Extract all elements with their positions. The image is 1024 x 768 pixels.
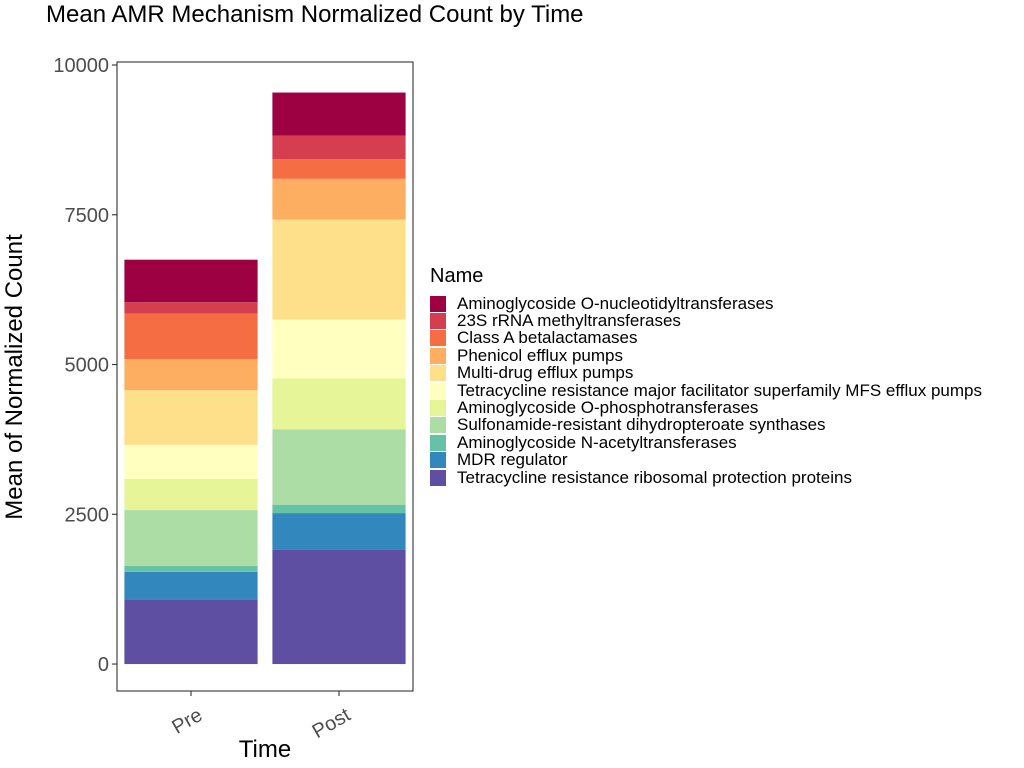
plot-panel-border xyxy=(116,61,414,692)
bar-segment-post-0 xyxy=(272,549,406,665)
bar-segment-pre-5 xyxy=(124,444,258,479)
bar-segment-pre-4 xyxy=(124,478,258,511)
legend-label: Multi-drug efflux pumps xyxy=(457,363,634,383)
bar-segment-pre-10 xyxy=(124,259,258,303)
bar-segment-post-3 xyxy=(272,429,406,505)
y-axis-title: Mean of Normalized Count xyxy=(1,234,28,520)
legend-label: MDR regulator xyxy=(457,450,568,470)
x-tick-label-pre: Pre xyxy=(168,704,206,739)
legend-item: Phenicol efflux pumps xyxy=(430,345,982,365)
chart-title: Mean AMR Mechanism Normalized Count by T… xyxy=(46,1,584,28)
legend-item: Aminoglycoside N-acetyltransferases xyxy=(430,432,982,452)
y-tick-label: 5000 xyxy=(65,355,110,377)
bar-segment-post-1 xyxy=(272,513,406,550)
bar-segment-post-9 xyxy=(272,135,406,160)
legend-swatch xyxy=(430,330,446,347)
legend-swatch xyxy=(430,382,446,399)
legend-label: Class A betalactamases xyxy=(457,328,638,348)
y-tick-label: 10000 xyxy=(53,55,109,77)
legend-label: Sulfonamide-resistant dihydropteroate sy… xyxy=(457,415,826,435)
bar-segment-post-4 xyxy=(272,378,406,430)
legend-title: Name xyxy=(430,265,484,287)
legend-label: Aminoglycoside O-nucleotidyltransferases xyxy=(457,293,774,313)
legend-swatch xyxy=(430,452,446,469)
bar-segment-post-10 xyxy=(272,92,406,136)
legend-items: Aminoglycoside O-nucleotidyltransferases… xyxy=(430,293,982,487)
legend-item: Multi-drug efflux pumps xyxy=(430,363,982,383)
legend-item: Sulfonamide-resistant dihydropteroate sy… xyxy=(430,415,982,435)
y-axis: 0 2500 5000 7500 10000 xyxy=(53,55,117,676)
y-tick-label: 2500 xyxy=(65,504,110,526)
bar-segment-pre-7 xyxy=(124,359,258,391)
legend-item: 23S rRNA methyltransferases xyxy=(430,311,982,331)
bars-layer xyxy=(124,92,406,665)
legend-item: Aminoglycoside O-phosphotransferases xyxy=(430,398,982,418)
legend-label: Aminoglycoside O-phosphotransferases xyxy=(457,398,759,418)
legend-swatch xyxy=(430,469,446,486)
legend-swatch xyxy=(430,400,446,417)
legend-swatch xyxy=(430,347,446,364)
legend-item: Class A betalactamases xyxy=(430,328,982,348)
legend-label: Phenicol efflux pumps xyxy=(457,345,624,365)
legend-swatch xyxy=(430,417,446,434)
legend-item: MDR regulator xyxy=(430,450,982,470)
bar-segment-pre-3 xyxy=(124,510,258,566)
bar-segment-pre-8 xyxy=(124,313,258,360)
bar-segment-post-7 xyxy=(272,178,406,220)
legend-item: Tetracycline resistance major facilitato… xyxy=(430,380,982,400)
legend-label: Tetracycline resistance ribosomal protec… xyxy=(457,467,852,487)
bar-segment-post-6 xyxy=(272,219,406,320)
legend-item: Aminoglycoside O-nucleotidyltransferases xyxy=(430,293,982,313)
legend-swatch xyxy=(430,434,446,451)
legend: Name Aminoglycoside O-nucleotidyltransfe… xyxy=(430,265,982,487)
bar-segment-pre-2 xyxy=(124,565,258,572)
x-axis-title: Time xyxy=(239,736,291,763)
bar-segment-post-2 xyxy=(272,504,406,514)
legend-swatch xyxy=(430,313,446,330)
y-tick-label: 0 xyxy=(98,654,109,676)
x-tick-label-post: Post xyxy=(309,704,355,743)
legend-label: Tetracycline resistance major facilitato… xyxy=(457,380,982,400)
legend-label: 23S rRNA methyltransferases xyxy=(457,311,681,331)
legend-swatch xyxy=(430,365,446,382)
bar-segment-pre-9 xyxy=(124,302,258,314)
bar-segment-post-8 xyxy=(272,159,406,179)
legend-swatch xyxy=(430,295,446,312)
bar-segment-pre-6 xyxy=(124,390,258,445)
legend-label: Aminoglycoside N-acetyltransferases xyxy=(457,432,737,452)
bar-segment-post-5 xyxy=(272,319,406,379)
bar-segment-pre-1 xyxy=(124,571,258,600)
legend-item: Tetracycline resistance ribosomal protec… xyxy=(430,467,982,487)
y-tick-label: 7500 xyxy=(65,205,110,227)
bar-segment-pre-0 xyxy=(124,599,258,665)
